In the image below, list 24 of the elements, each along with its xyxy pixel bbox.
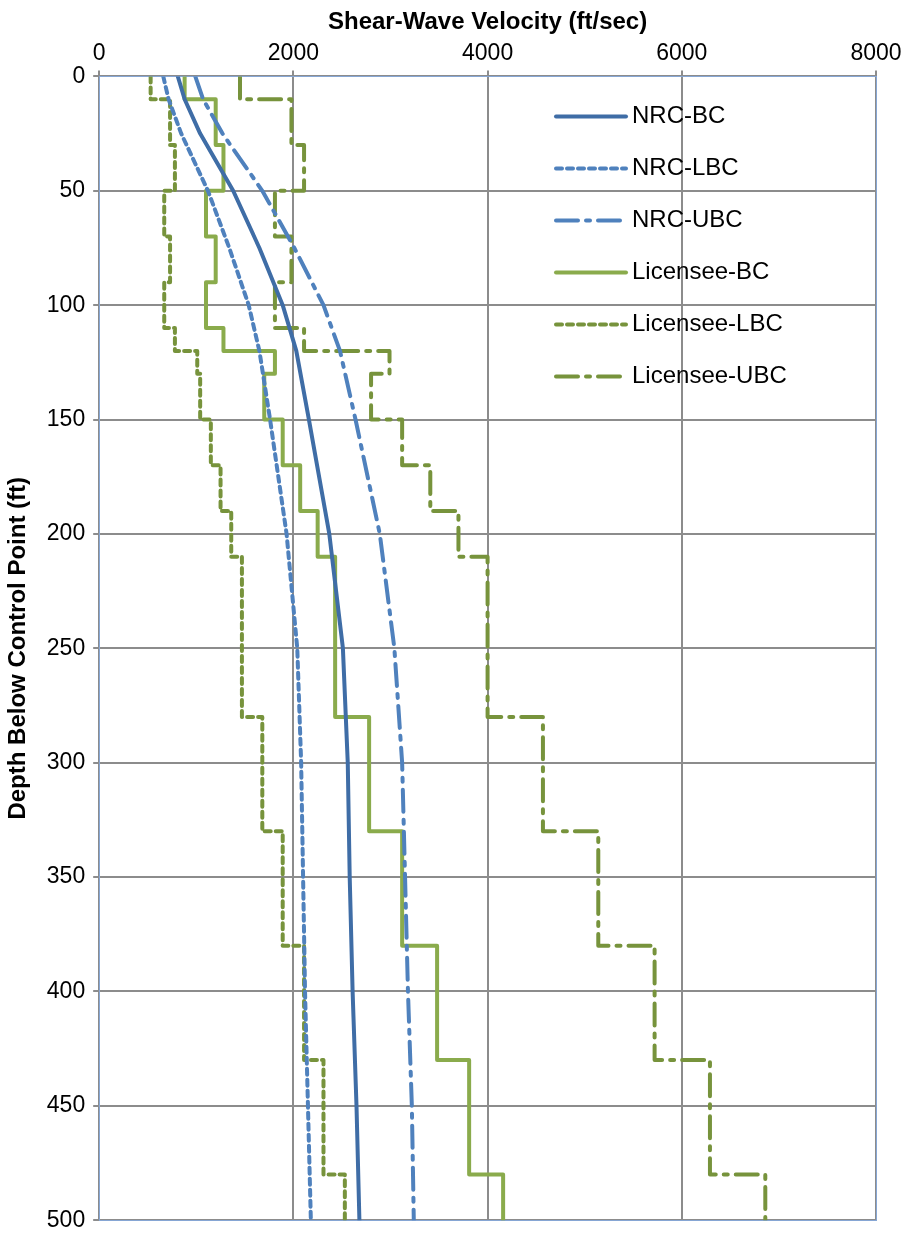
- y-tick-label: 450: [46, 1091, 86, 1118]
- x-tick-label: 4000: [462, 38, 514, 65]
- x-tick-label: 0: [92, 38, 106, 65]
- legend-label: Licensee-UBC: [632, 361, 787, 389]
- y-tick-label: 250: [46, 633, 86, 660]
- y-tick-label: 50: [59, 176, 86, 203]
- y-tick-label: 350: [46, 862, 86, 889]
- y-tick-label: 0: [72, 61, 86, 88]
- y-tick-label: 200: [46, 519, 86, 546]
- x-tick-label: 6000: [656, 38, 708, 65]
- x-tick-label: 8000: [850, 38, 902, 65]
- y-tick-label: 100: [46, 290, 86, 317]
- x-axis-title: Shear-Wave Velocity (ft/sec): [327, 7, 648, 35]
- legend-label: NRC-BC: [632, 101, 726, 129]
- x-tick-label: 2000: [267, 38, 319, 65]
- y-tick-label: 400: [46, 976, 86, 1003]
- legend-label: NRC-UBC: [632, 205, 743, 233]
- legend-label: NRC-LBC: [632, 153, 739, 181]
- y-tick-label: 150: [46, 404, 86, 431]
- y-tick-label: 500: [46, 1205, 86, 1232]
- y-tick-label: 300: [46, 748, 86, 775]
- legend-label: Licensee-BC: [632, 257, 770, 285]
- legend-label: Licensee-LBC: [632, 309, 783, 337]
- y-axis-title: Depth Below Control Point (ft): [3, 477, 31, 820]
